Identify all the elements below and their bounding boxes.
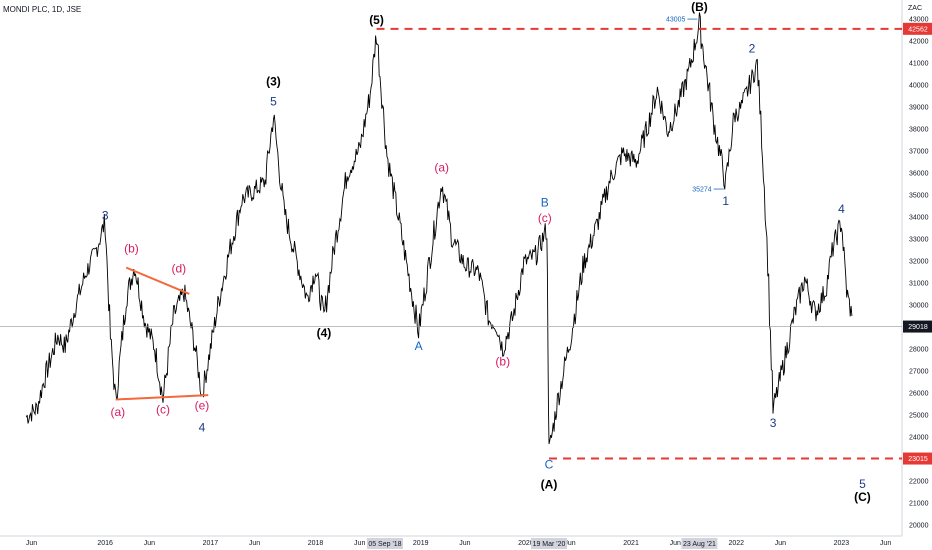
wave-label: (3) — [266, 75, 281, 89]
y-tick-label: 24000 — [909, 434, 929, 441]
wave-label: 4 — [838, 202, 845, 216]
y-tick-label: 26000 — [909, 390, 929, 397]
y-tick-label: 20000 — [909, 522, 929, 529]
price-annotation: 35274 — [692, 187, 712, 194]
date-badge — [531, 538, 568, 549]
wave-label: (b) — [124, 242, 139, 256]
wave-label: A — [415, 339, 423, 353]
y-tick-label: 34000 — [909, 215, 929, 222]
wave-label: (b) — [495, 354, 510, 368]
wave-label: (4) — [317, 326, 332, 340]
x-tick-label: Jun — [670, 540, 681, 547]
y-tick-label: 39000 — [909, 105, 929, 112]
y-tick-label: 36000 — [909, 171, 929, 178]
trendline — [125, 266, 190, 295]
y-tick-label: 41000 — [909, 61, 929, 68]
date-badge-label: 05 Sep '18 — [368, 541, 401, 548]
x-tick-label: 2022 — [728, 540, 744, 547]
currency-label: ZAC — [908, 5, 922, 12]
x-tick-label: Jun — [775, 540, 786, 547]
x-tick-label: Jun — [144, 540, 155, 547]
y-tick-label: 22000 — [909, 478, 929, 485]
y-tick-label: 43000 — [909, 17, 929, 24]
wave-label: B — [541, 195, 549, 209]
y-tick-label: 25000 — [909, 412, 929, 419]
price-series-line — [25, 12, 853, 445]
x-tick-label: Jun — [880, 540, 891, 547]
wave-label: (a) — [434, 160, 449, 174]
date-badge-label: 19 Mar '20 — [533, 541, 566, 548]
trendline — [115, 394, 209, 401]
x-tick-label: Jun — [459, 540, 470, 547]
wave-label: 2 — [749, 42, 756, 56]
wave-label: 1 — [722, 194, 729, 208]
wave-label: 5 — [270, 94, 277, 108]
wave-label: (C) — [854, 490, 871, 504]
level-badge-label: 42562 — [908, 26, 928, 33]
y-tick-label: 35000 — [909, 193, 929, 200]
y-tick-label: 32000 — [909, 259, 929, 266]
y-tick-label: 21000 — [909, 500, 929, 507]
x-tick-label: Jun — [249, 540, 260, 547]
x-tick-label: Jun — [564, 540, 575, 547]
wave-label: 4 — [199, 420, 206, 434]
y-tick-label: 38000 — [909, 127, 929, 134]
date-badge — [681, 538, 718, 549]
level-badge — [903, 22, 932, 35]
plot-area — [0, 0, 902, 536]
x-tick-label: 2020 — [518, 540, 534, 547]
level-badge-label: 23015 — [908, 456, 928, 463]
level-badge — [903, 452, 932, 465]
last-price-label: 29018 — [908, 324, 928, 331]
chart-header: MONDI PLC, 1D, JSE — [3, 5, 81, 14]
y-tick-label: 42000 — [909, 39, 929, 46]
x-tick-label: 2016 — [97, 540, 113, 547]
price-annotation: 43005 — [666, 17, 686, 24]
x-tick-label: 2023 — [834, 540, 850, 547]
x-tick-label: 2018 — [308, 540, 324, 547]
wave-label: 3 — [102, 209, 109, 223]
wave-label: 5 — [859, 477, 866, 491]
wave-label: (B) — [691, 0, 708, 14]
date-badge — [366, 538, 403, 549]
symbol-title: MONDI PLC, 1D, JSE — [3, 5, 82, 14]
x-tick-label: Jun — [354, 540, 365, 547]
x-tick-label: 2017 — [203, 540, 219, 547]
wave-label: C — [545, 458, 554, 472]
y-tick-label: 27000 — [909, 368, 929, 375]
y-tick-label: 40000 — [909, 83, 929, 90]
wave-label: (c) — [156, 403, 170, 417]
x-tick-label: 2021 — [623, 540, 639, 547]
date-badge-label: 23 Aug '21 — [683, 541, 716, 548]
y-tick-label: 33000 — [909, 237, 929, 244]
wave-label: (e) — [195, 398, 210, 412]
y-tick-label: 31000 — [909, 280, 929, 287]
wave-label: (d) — [171, 261, 186, 275]
wave-label: (a) — [110, 405, 125, 419]
y-tick-label: 28000 — [909, 346, 929, 353]
y-tick-label: 37000 — [909, 149, 929, 156]
last-price-badge — [903, 320, 932, 333]
wave-label: (c) — [538, 211, 552, 225]
x-tick-label: Jun — [26, 540, 37, 547]
x-tick-label: 2019 — [413, 540, 429, 547]
y-tick-label: 30000 — [909, 302, 929, 309]
wave-label: 3 — [770, 416, 777, 430]
wave-label: (A) — [541, 477, 558, 491]
wave-label: (5) — [369, 13, 384, 27]
